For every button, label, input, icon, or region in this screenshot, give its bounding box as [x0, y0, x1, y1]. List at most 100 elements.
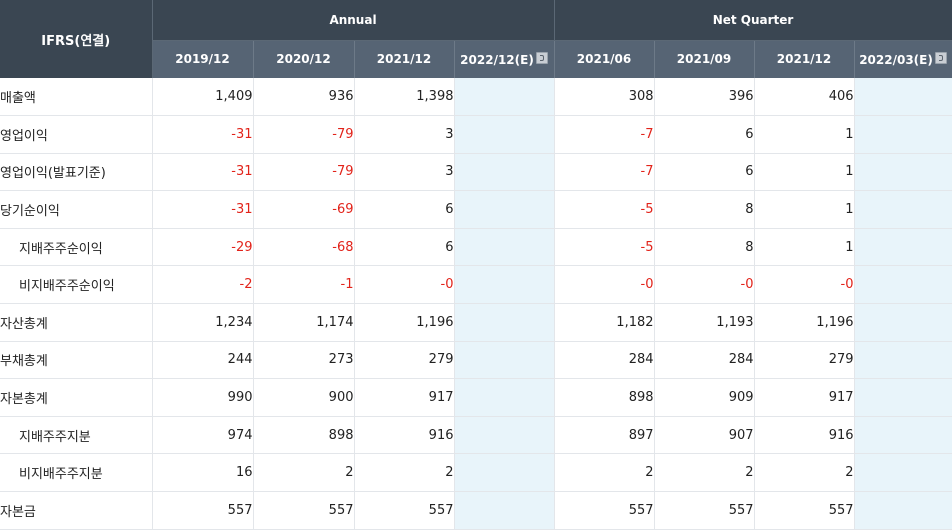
table-cell: 284 — [653, 341, 755, 380]
table-row: 당기순이익 -31 -69 6 -5 8 1 — [0, 190, 952, 229]
group-header-quarter: Net Quarter — [554, 0, 952, 41]
column-header-label: 2021/12 — [376, 52, 432, 67]
table-cell: 8 — [653, 228, 755, 267]
table-row: 영업이익(발표기준) -31 -79 3 -7 6 1 — [0, 153, 952, 192]
table-cell: 16 — [151, 453, 253, 493]
table-cell: -31 — [151, 115, 253, 154]
table-cell: 898 — [252, 416, 354, 455]
table-cell: 308 — [553, 78, 655, 117]
table-cell: 396 — [653, 78, 755, 117]
table-corner-label: IFRS(연결) — [0, 0, 153, 78]
table-cell — [853, 303, 952, 342]
table-cell: 974 — [151, 416, 253, 455]
table-cell — [853, 228, 952, 267]
table-cell: 2 — [753, 453, 855, 493]
table-cell — [453, 378, 555, 417]
help-icon[interactable] — [535, 51, 548, 64]
table-cell: 909 — [653, 378, 755, 417]
table-row: 지배주주지분 974 898 916 897 907 916 — [0, 416, 952, 455]
table-cell — [453, 78, 555, 117]
column-header-label: 2021/09 — [676, 52, 732, 67]
table-cell — [453, 265, 555, 305]
table-cell: 2 — [252, 453, 354, 493]
row-label: 비지배주주지분 — [0, 453, 152, 493]
row-label: 자본금 — [0, 491, 152, 530]
column-header-label: 2021/06 — [576, 52, 632, 67]
column-header: 2021/06 — [554, 40, 655, 78]
table-cell: 1,398 — [353, 78, 454, 117]
column-header-label: 2022/12(E) — [460, 52, 534, 67]
table-cell: 2 — [553, 453, 655, 493]
table-cell: 6 — [353, 190, 454, 229]
help-icon[interactable] — [934, 51, 947, 64]
table-cell — [853, 115, 952, 154]
table-cell: 1 — [753, 153, 855, 192]
table-row: 매출액 1,409 936 1,398 308 396 406 — [0, 78, 952, 117]
table-cell — [853, 491, 952, 530]
table-cell: -31 — [151, 153, 253, 192]
table-cell: 917 — [753, 378, 855, 417]
row-label: 지배주주지분 — [0, 416, 152, 455]
table-cell: -29 — [151, 228, 253, 267]
table-cell: 1,196 — [753, 303, 855, 342]
table-cell: -2 — [151, 265, 253, 305]
column-header-label: 2020/12 — [276, 52, 331, 67]
table-cell: 406 — [753, 78, 855, 117]
table-cell — [453, 491, 555, 530]
table-row: 부채총계 244 273 279 284 284 279 — [0, 341, 952, 380]
table-cell: 3 — [353, 115, 454, 154]
table-body: 매출액 1,409 936 1,398 308 396 406 영업이익 -31 -79 3 -7 6 1… — [0, 78, 952, 530]
table-cell: 557 — [653, 491, 755, 530]
table-cell — [853, 78, 952, 117]
table-cell: 1,409 — [151, 78, 253, 117]
row-label: 지배주주순이익 — [0, 228, 152, 267]
table-cell — [453, 303, 555, 342]
column-header: 2021/09 — [654, 40, 755, 78]
table-cell: 1,196 — [353, 303, 454, 342]
table-cell: 936 — [252, 78, 354, 117]
table-cell: 273 — [252, 341, 354, 380]
row-label: 자본총계 — [0, 378, 152, 417]
table-cell: 1,182 — [553, 303, 655, 342]
table-cell — [453, 190, 555, 229]
table-cell — [453, 453, 555, 493]
table-row: 비지배주주순이익 -2 -1 -0 -0 -0 -0 — [0, 265, 952, 305]
table-cell — [853, 453, 952, 493]
table-cell: -69 — [252, 190, 354, 229]
table-cell — [453, 416, 555, 455]
table-cell: 1 — [753, 115, 855, 154]
table-cell: 6 — [653, 115, 755, 154]
column-header: 2022/03(E) — [854, 40, 952, 78]
column-header: 2020/12 — [253, 40, 355, 78]
table-cell: 244 — [151, 341, 253, 380]
table-row: 비지배주주지분 16 2 2 2 2 2 — [0, 453, 952, 493]
table-cell: 916 — [353, 416, 454, 455]
table-cell: 897 — [553, 416, 655, 455]
table-cell: 557 — [151, 491, 253, 530]
column-header: 2021/12 — [354, 40, 455, 78]
table-cell: 557 — [252, 491, 354, 530]
table-cell: 284 — [553, 341, 655, 380]
table-cell: 557 — [753, 491, 855, 530]
table-cell — [853, 153, 952, 192]
table-cell: -0 — [753, 265, 855, 305]
table-cell: 1 — [753, 190, 855, 229]
table-cell: -5 — [553, 190, 655, 229]
table-cell: 8 — [653, 190, 755, 229]
table-cell: 2 — [653, 453, 755, 493]
table-row: 지배주주순이익 -29 -68 6 -5 8 1 — [0, 228, 952, 267]
table-cell: -68 — [252, 228, 354, 267]
row-label: 부채총계 — [0, 341, 152, 380]
table-cell: 2 — [353, 453, 454, 493]
column-header: 2019/12 — [152, 40, 254, 78]
table-cell: -5 — [553, 228, 655, 267]
table-cell: 916 — [753, 416, 855, 455]
table-cell: 900 — [252, 378, 354, 417]
table-cell: 917 — [353, 378, 454, 417]
table-cell — [853, 341, 952, 380]
table-cell: 557 — [353, 491, 454, 530]
table-cell — [453, 341, 555, 380]
table-row: 자본총계 990 900 917 898 909 917 — [0, 378, 952, 417]
row-label: 영업이익(발표기준) — [0, 153, 152, 192]
